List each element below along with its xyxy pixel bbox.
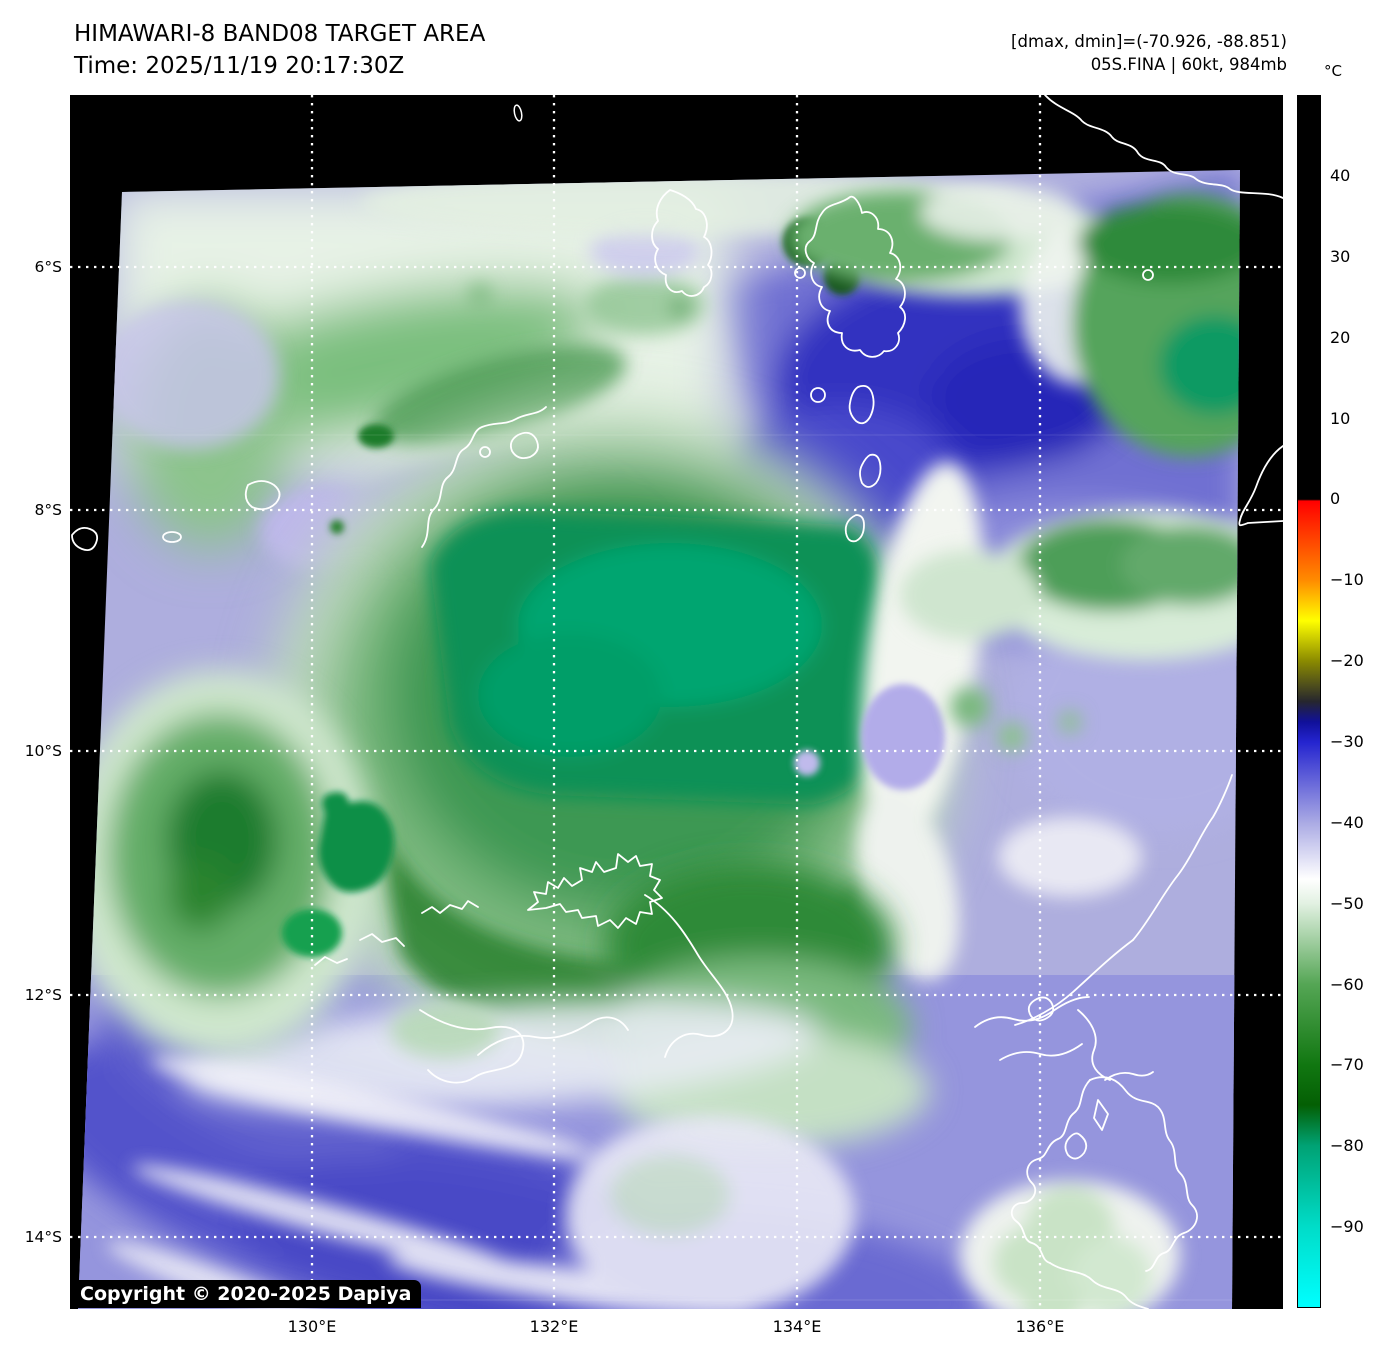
colorbar-tick: 10 [1330,409,1351,428]
lat-tick-12s: 12°S [24,986,62,1004]
lon-tick-132e: 132°E [529,1317,579,1336]
colorbar-tick: −90 [1330,1217,1364,1236]
header-annotation-block: [dmax, dmin]=(-70.926, -88.851) 05S.FINA… [1011,30,1287,76]
colorbar-tick: −80 [1330,1136,1364,1155]
colorbar-tick: −10 [1330,570,1364,589]
colorbar-tick: −70 [1330,1055,1364,1074]
graticule-gridlines [70,95,1283,1309]
lat-tick-10s: 10°S [24,742,62,760]
dmax-dmin-annotation: [dmax, dmin]=(-70.926, -88.851) [1011,32,1287,51]
colorbar-tick: −20 [1330,651,1364,670]
lat-tick-8s: 8°S [34,501,62,519]
lon-tick-134e: 134°E [772,1317,822,1336]
colorbar-tick: 30 [1330,247,1351,266]
satellite-map-plot [70,95,1283,1309]
small-island-glyph [513,104,523,122]
lat-tick-6s: 6°S [34,258,62,276]
temperature-colorbar [1297,95,1321,1308]
colorbar-tick: −40 [1330,813,1364,832]
lon-tick-136e: 136°E [1015,1317,1065,1336]
satellite-cloud-field [78,170,1240,1309]
colorbar-tick: −30 [1330,732,1364,751]
storm-annotation: 05S.FINA | 60kt, 984mb [1090,55,1287,74]
colorbar-tick: 40 [1330,166,1351,185]
copyright-badge: Copyright © 2020-2025 Dapiya [70,1280,422,1308]
header-title-block: HIMAWARI-8 BAND08 TARGET AREA Time: 2025… [74,18,485,82]
colorbar-tick: 20 [1330,328,1351,347]
coastline-overlay [71,95,1283,1309]
colorbar-unit-label: °C [1324,62,1342,80]
page-title: HIMAWARI-8 BAND08 TARGET AREA [74,21,486,47]
timestamp: Time: 2025/11/19 20:17:30Z [74,53,405,79]
colorbar-tick: 0 [1330,489,1341,508]
lat-tick-14s: 14°S [24,1228,62,1246]
lon-tick-130e: 130°E [287,1317,337,1336]
colorbar-tick: −50 [1330,894,1364,913]
satellite-image [70,95,1283,1309]
colorbar-tick: −60 [1330,975,1364,994]
